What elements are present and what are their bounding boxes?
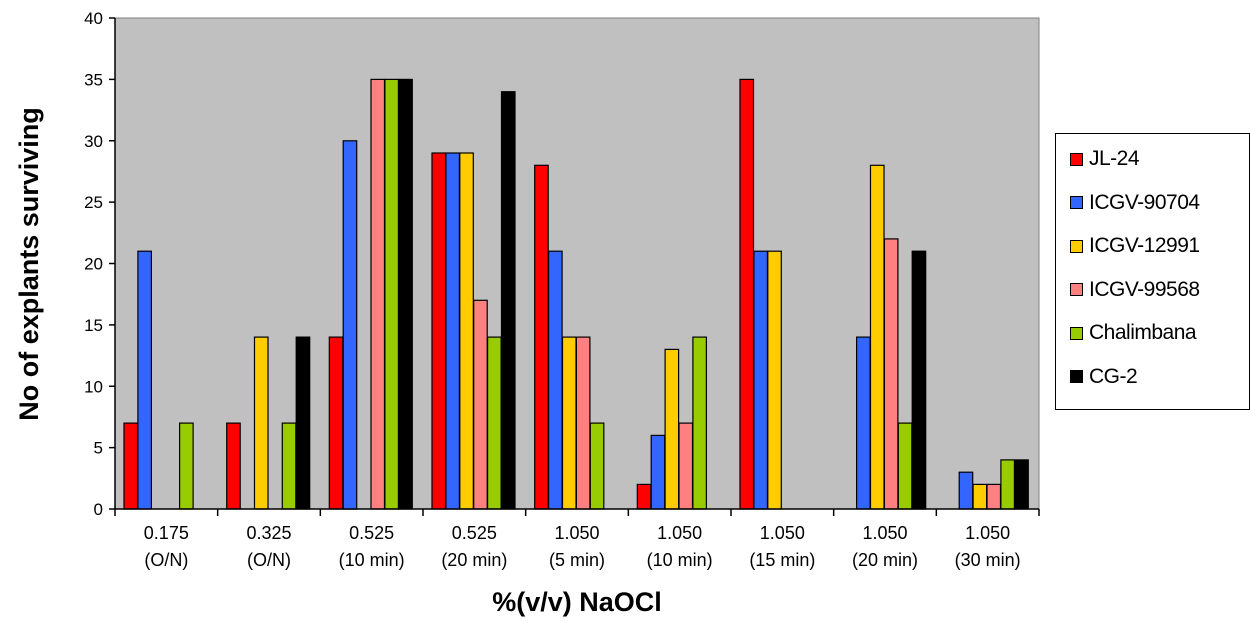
bar-chalimbana-4 xyxy=(589,422,605,510)
legend-swatch xyxy=(1070,370,1083,383)
bar-icgv-12991-6 xyxy=(767,250,782,510)
bar-chalimbana-7 xyxy=(897,422,913,510)
legend-swatch xyxy=(1070,283,1083,296)
bar-icgv-12991-5 xyxy=(664,348,680,510)
legend-item: CG-2 xyxy=(1070,362,1138,392)
bar-icgv-12991-4 xyxy=(561,336,577,510)
x-tick-label: (10 min) xyxy=(647,550,713,570)
y-axis-title: No of explants surviving xyxy=(14,107,44,421)
bar-chalimbana-2 xyxy=(384,78,399,510)
bar-chalimbana-8 xyxy=(1000,459,1016,510)
legend-swatch xyxy=(1070,152,1083,166)
bar-icgv-90704-0 xyxy=(137,250,152,510)
bar-icgv-90704-6 xyxy=(753,250,769,510)
bar-jl-24-6 xyxy=(739,78,755,510)
bar-jl-24-0 xyxy=(123,422,139,510)
bar-chalimbana-0 xyxy=(179,422,194,510)
bar-cg-2-7 xyxy=(911,250,927,510)
x-tick-label: 1.050 xyxy=(965,523,1010,543)
legend-label: ICGV-12991 xyxy=(1089,234,1200,257)
y-tick-label: 20 xyxy=(84,255,103,274)
bar-cg-2-2 xyxy=(398,78,413,510)
bar-icgv-12991-8 xyxy=(972,483,988,510)
x-tick-label: 1.050 xyxy=(862,523,907,543)
legend-item: Chalimbana xyxy=(1070,318,1197,348)
bar-icgv-99568-5 xyxy=(678,422,694,510)
y-tick-label: 5 xyxy=(94,439,103,458)
x-axis-title: %(v/v) NaOCl xyxy=(492,587,662,617)
bar-jl-24-3 xyxy=(431,152,447,510)
bar-chalimbana-1 xyxy=(281,422,297,510)
bar-cg-2-8 xyxy=(1014,459,1029,510)
x-tick-label: 0.525 xyxy=(452,523,497,543)
bar-icgv-90704-3 xyxy=(445,152,460,510)
bar-icgv-12991-7 xyxy=(869,164,885,510)
bar-icgv-12991-1 xyxy=(253,336,269,510)
y-tick-label: 40 xyxy=(84,9,103,28)
bar-chalimbana-5 xyxy=(692,336,708,510)
legend-label: ICGV-90704 xyxy=(1089,190,1200,214)
x-tick-label: (5 min) xyxy=(549,550,605,570)
x-tick-label: (10 min) xyxy=(339,550,405,570)
bar-icgv-90704-2 xyxy=(342,140,358,510)
bar-icgv-90704-8 xyxy=(958,471,974,510)
x-tick-label: 1.050 xyxy=(760,523,805,543)
bar-jl-24-2 xyxy=(328,336,344,510)
y-tick-label: 35 xyxy=(84,70,103,89)
legend-item: ICGV-12991 xyxy=(1070,231,1200,261)
x-tick-label: 0.325 xyxy=(246,523,291,543)
bar-icgv-90704-5 xyxy=(650,434,666,510)
x-tick-label: (15 min) xyxy=(749,550,815,570)
bar-cg-2-1 xyxy=(295,336,311,510)
legend-item: JL-24 xyxy=(1070,144,1140,174)
legend-item: ICGV-90704 xyxy=(1070,188,1200,218)
legend-item: ICGV-99568 xyxy=(1070,275,1200,305)
legend-label: Chalimbana xyxy=(1089,321,1197,344)
legend-swatch xyxy=(1070,239,1083,253)
bar-icgv-90704-4 xyxy=(547,250,563,510)
bar-icgv-99568-7 xyxy=(883,238,899,510)
x-tick-label: 1.050 xyxy=(657,523,702,543)
x-tick-label: (O/N) xyxy=(144,550,188,570)
x-tick-label: (20 min) xyxy=(852,550,918,570)
bar-jl-24-1 xyxy=(226,422,241,510)
axes-group: 0 5 10 15 20 25 30 35 40 0.175 (O/N) 0.325 (O/N) 0.52… xyxy=(84,9,1040,570)
bar-icgv-99568-2 xyxy=(370,78,386,510)
bar-icgv-90704-7 xyxy=(855,336,871,510)
bar-jl-24-5 xyxy=(636,483,652,510)
x-tick-label: (O/N) xyxy=(247,550,291,570)
legend-swatch xyxy=(1070,326,1083,340)
legend-label: CG-2 xyxy=(1089,364,1138,388)
x-tick-label: (20 min) xyxy=(441,550,507,570)
x-tick-label: 0.175 xyxy=(144,523,189,543)
legend-swatch xyxy=(1070,196,1083,209)
y-tick-label: 30 xyxy=(84,132,103,151)
bar-icgv-99568-8 xyxy=(986,483,1002,510)
bar-icgv-99568-4 xyxy=(575,336,591,510)
bar-jl-24-4 xyxy=(534,164,549,510)
x-tick-label: 0.525 xyxy=(349,523,394,543)
bar-cg-2-3 xyxy=(500,91,516,510)
legend-label: JL-24 xyxy=(1089,147,1140,170)
y-tick-label: 0 xyxy=(94,500,103,519)
legend: JL-24 ICGV-90704 ICGV-12991 ICGV-99568 Chali… xyxy=(1055,133,1250,410)
bar-icgv-99568-3 xyxy=(473,299,488,510)
y-tick-label: 25 xyxy=(84,193,103,212)
legend-label: ICGV-99568 xyxy=(1089,277,1200,301)
x-tick-label: 1.050 xyxy=(554,523,599,543)
bar-chalimbana-3 xyxy=(487,336,502,510)
y-tick-label: 15 xyxy=(84,316,103,335)
bar-icgv-12991-3 xyxy=(459,152,474,510)
x-tick-label: (30 min) xyxy=(955,550,1021,570)
y-tick-label: 10 xyxy=(84,377,103,396)
bars-group xyxy=(123,78,1029,510)
